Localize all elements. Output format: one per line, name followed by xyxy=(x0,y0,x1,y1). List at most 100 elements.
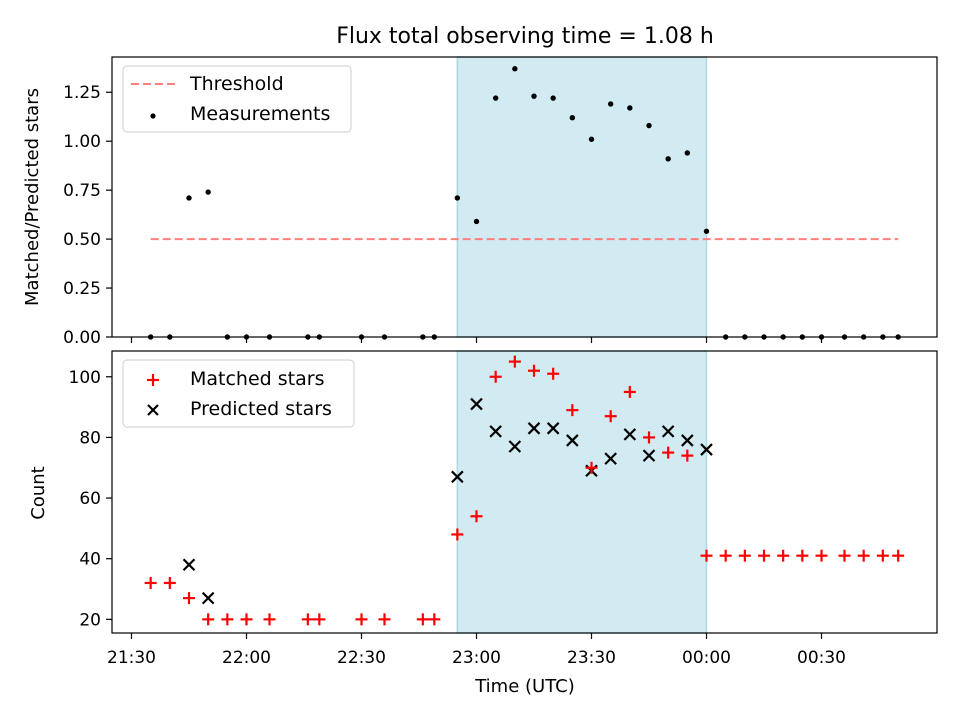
x-tick-label: 00:30 xyxy=(797,648,846,668)
predicted-point xyxy=(623,428,637,441)
bottom-x-ticks: 21:30 22:00 22:30 23:00 23:30 00:00 00:30 xyxy=(107,633,846,668)
matched-point xyxy=(777,549,790,562)
top-y-axis-label: Matched/Predicted stars xyxy=(22,88,43,306)
y-tick-label: 1.25 xyxy=(63,83,101,103)
predicted-point xyxy=(451,470,464,484)
matched-point xyxy=(470,510,483,523)
measurement-point xyxy=(186,195,192,201)
measurement-point xyxy=(569,114,576,121)
matched-point xyxy=(643,431,655,444)
predicted-point xyxy=(661,425,675,438)
top-panel: 0.00 0.25 0.50 0.75 1.00 1.25 Matched/Predict… xyxy=(22,56,938,348)
chart-title: Flux total observing time = 1.08 h xyxy=(336,24,714,49)
matched-point xyxy=(221,613,234,626)
y-tick-label: 0.75 xyxy=(63,181,101,201)
top-axes-frame xyxy=(111,56,938,338)
matched-point xyxy=(451,528,464,541)
matched-point xyxy=(838,549,851,562)
y-tick-label: 100 xyxy=(69,368,101,388)
y-tick-label: 20 xyxy=(79,610,101,630)
predicted-point xyxy=(527,422,541,435)
matched-point xyxy=(892,549,905,562)
measurement-point xyxy=(473,218,480,225)
predicted-point xyxy=(201,591,215,605)
top-legend: Threshold Measurements xyxy=(122,65,352,133)
matched-point xyxy=(240,613,253,626)
predicted-point xyxy=(642,449,656,462)
y-tick-label: 0.00 xyxy=(63,328,101,348)
matched-point xyxy=(585,461,598,474)
matched-point xyxy=(796,549,809,562)
matched-point xyxy=(681,449,694,462)
top-legend-box xyxy=(122,65,352,133)
matched-point xyxy=(700,549,713,562)
predicted-point xyxy=(566,434,579,447)
measurement-point xyxy=(627,105,633,111)
measurement-point xyxy=(492,95,499,101)
predicted-point xyxy=(508,440,522,453)
matched-point xyxy=(202,613,215,626)
bottom-highlight-span xyxy=(456,350,708,634)
legend-measurements-label: Measurements xyxy=(190,103,330,125)
matched-point xyxy=(662,446,675,459)
matched-point xyxy=(547,367,560,380)
measurement-point xyxy=(665,156,671,162)
matched-point xyxy=(528,364,540,377)
measurement-point xyxy=(454,195,461,201)
predicted-point xyxy=(546,422,560,435)
predicted-point xyxy=(489,425,502,438)
matched-point xyxy=(144,576,157,589)
x-tick-label: 22:00 xyxy=(222,648,271,668)
bottom-y-ticks: 20 40 60 80 100 xyxy=(69,368,112,630)
predicted-point xyxy=(681,434,694,447)
matched-point xyxy=(416,613,429,626)
matched-point xyxy=(604,410,617,423)
top-highlight-span xyxy=(456,56,708,338)
y-tick-label: 80 xyxy=(79,428,101,448)
matched-point xyxy=(738,549,751,562)
matched-point xyxy=(566,404,579,417)
measurement-point xyxy=(646,122,652,129)
x-tick-label: 21:30 xyxy=(107,648,156,668)
matched-point xyxy=(263,613,276,626)
bottom-axes-frame xyxy=(111,350,938,634)
observing-window-span xyxy=(456,56,708,338)
matched-point xyxy=(876,549,889,562)
matched-point xyxy=(489,370,502,383)
observing-window-span xyxy=(456,350,708,634)
top-y-ticks: 0.00 0.25 0.50 0.75 1.00 1.25 xyxy=(63,83,112,348)
matched-point xyxy=(758,549,770,562)
matched-point xyxy=(355,613,368,626)
legend-threshold-label: Threshold xyxy=(189,73,284,95)
x-tick-label: 00:00 xyxy=(682,648,731,668)
matched-point xyxy=(378,613,391,626)
count-points xyxy=(144,355,905,626)
legend-matched-swatch xyxy=(147,374,159,386)
bottom-panel: 20 40 60 80 100 21:30 22:00 22:30 23:00 23:30 00:… xyxy=(28,350,938,697)
matched-point xyxy=(719,549,732,562)
measurement-point xyxy=(607,101,614,107)
legend-predicted-swatch xyxy=(147,404,159,416)
measurement-point xyxy=(205,189,211,195)
bottom-y-axis-label: Count xyxy=(28,466,49,519)
top-x-ticks xyxy=(130,337,823,343)
bottom-legend-box xyxy=(122,359,355,428)
matched-point xyxy=(623,385,636,398)
predicted-point xyxy=(700,443,713,456)
matched-point xyxy=(857,549,870,562)
predicted-point xyxy=(470,397,483,411)
matched-point xyxy=(183,592,195,605)
measurement-point xyxy=(550,95,556,101)
y-tick-label: 40 xyxy=(79,550,101,570)
legend-matched-label: Matched stars xyxy=(190,368,324,390)
matched-point xyxy=(313,613,326,626)
matched-point xyxy=(163,576,176,589)
y-tick-label: 0.50 xyxy=(63,230,101,250)
predicted-point xyxy=(182,558,196,572)
legend-predicted-label: Predicted stars xyxy=(190,398,332,420)
predicted-point xyxy=(604,452,617,465)
measurement-point xyxy=(531,93,537,99)
matched-point xyxy=(508,355,521,368)
y-tick-label: 60 xyxy=(79,489,101,509)
